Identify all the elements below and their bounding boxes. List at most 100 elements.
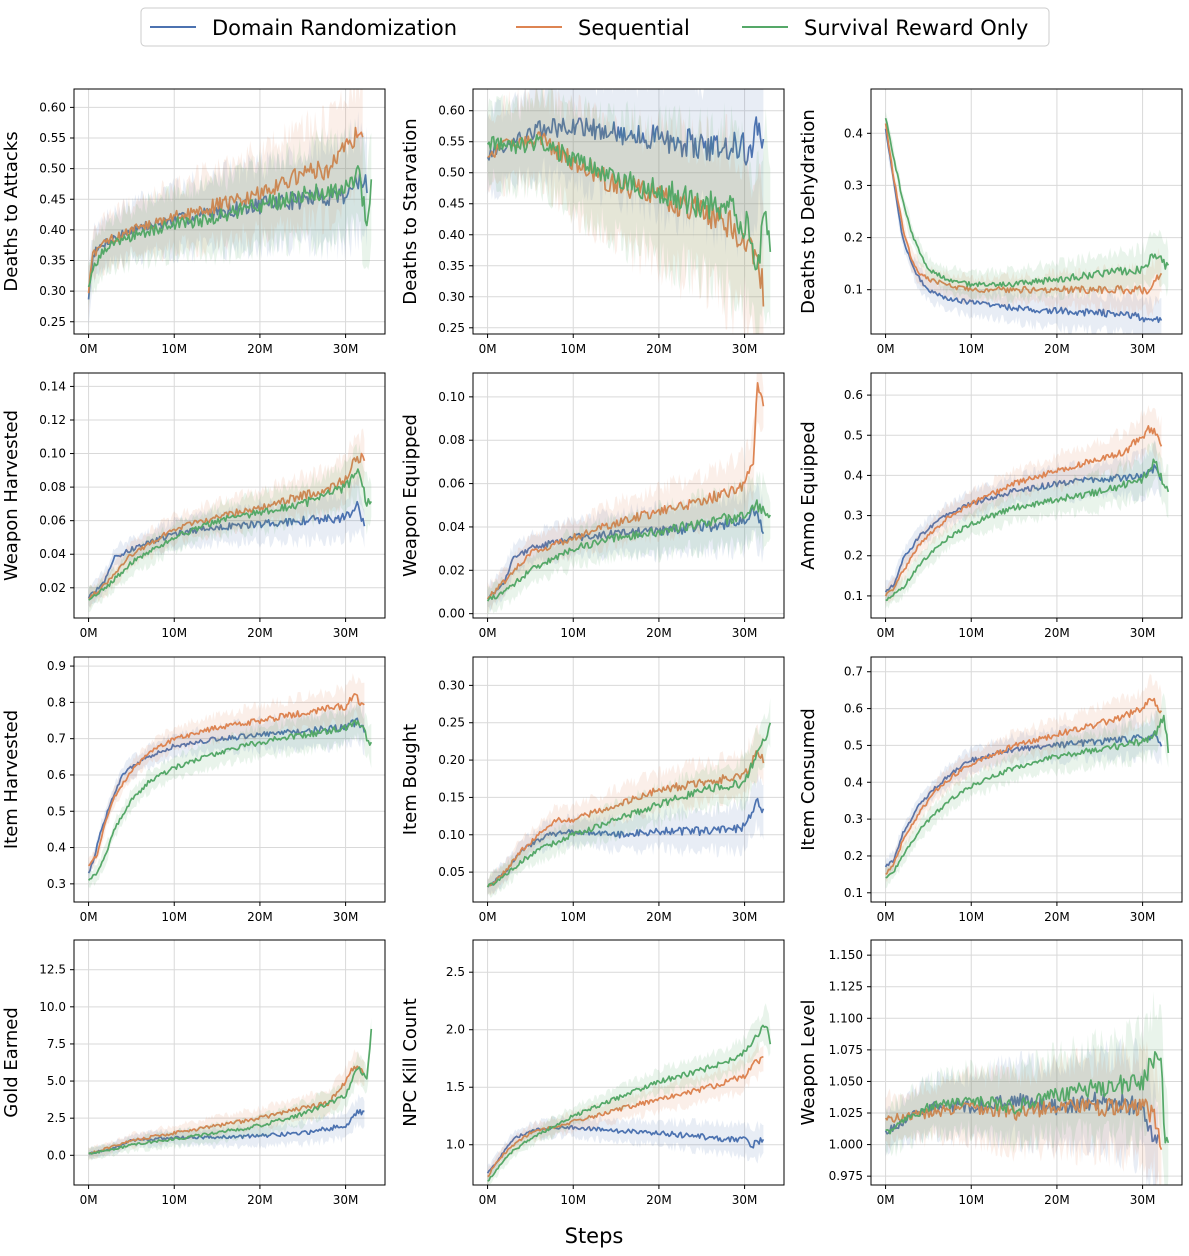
x-tick-label: 0M	[80, 1193, 98, 1207]
y-tick-label: 0.4	[844, 126, 863, 140]
y-axis-label-weapon-equipped: Weapon Equipped	[400, 414, 421, 577]
y-tick-label: 0.50	[39, 162, 66, 176]
line-sequential	[88, 452, 366, 600]
line-sequential	[87, 126, 364, 294]
y-tick-label: 0.14	[39, 379, 66, 393]
x-tick-label: 20M	[646, 626, 672, 640]
band-domain-randomization	[88, 697, 365, 882]
x-tick-label: 30M	[333, 342, 359, 356]
y-tick-label: 0.00	[438, 607, 465, 621]
line-domain-randomization	[884, 730, 1163, 868]
line-domain-randomization	[884, 464, 1163, 593]
y-axis-label-ammo-equipped: Ammo Equipped	[798, 421, 819, 570]
line-domain-randomization	[486, 797, 765, 888]
y-tick-label: 2.0	[446, 1023, 465, 1037]
x-tick-label: 20M	[1044, 910, 1070, 924]
y-tick-label: 0.25	[438, 321, 465, 335]
x-tick-label: 0M	[877, 1193, 895, 1207]
band-sequential	[885, 405, 1162, 606]
line-survival-reward-only	[487, 1024, 772, 1182]
band-survival-reward-only	[88, 1018, 372, 1161]
x-tick-label: 20M	[1044, 342, 1070, 356]
x-tick-label: 30M	[732, 1193, 758, 1207]
axes-frame	[870, 372, 1183, 619]
x-tick-label: 30M	[333, 1193, 359, 1207]
y-tick-label: 0.2	[844, 849, 863, 863]
panel-item-bought: 0M 10M 20M 30M 0.05 0.10 0.15 0.20 0.25 0.30 Item …	[400, 656, 785, 924]
x-tick-label: 10M	[161, 342, 187, 356]
axes-frame	[472, 656, 785, 903]
band-domain-randomization	[885, 119, 1162, 334]
y-tick-label: 0.10	[438, 390, 465, 404]
band-survival-reward-only	[885, 111, 1169, 304]
y-tick-label: 0.20	[438, 753, 465, 767]
y-tick-label: 0.08	[438, 433, 465, 447]
plot-area	[884, 111, 1170, 334]
plot-area	[88, 1018, 373, 1161]
legend-label-domain-randomization: Domain Randomization	[212, 16, 457, 40]
y-tick-label: 0.5	[844, 428, 863, 442]
y-tick-label: 0.6	[47, 768, 66, 782]
y-tick-label: 0.08	[39, 480, 66, 494]
band-domain-randomization	[487, 771, 764, 897]
y-tick-label: 0.6	[844, 702, 863, 716]
y-tick-label: 2.5	[47, 1111, 66, 1125]
y-tick-label: 0.45	[438, 197, 465, 211]
y-tick-label: 0.50	[438, 166, 465, 180]
y-tick-label: 0.30	[438, 290, 465, 304]
band-survival-reward-only	[885, 991, 1169, 1185]
panel-deaths-to-starvation: 0M 10M 20M 30M 0.25 0.30 0.35 0.40 0.45 0.50 0.55 0…	[400, 88, 785, 356]
y-tick-label: 7.5	[47, 1037, 66, 1051]
x-tick-label: 0M	[877, 342, 895, 356]
line-domain-randomization	[884, 128, 1163, 324]
band-domain-randomization	[487, 482, 764, 613]
line-survival-reward-only	[885, 714, 1170, 879]
x-tick-label: 0M	[479, 1193, 497, 1207]
axes-frame	[870, 939, 1183, 1186]
y-tick-label: 0.4	[844, 775, 863, 789]
plot-area	[486, 1003, 772, 1185]
x-tick-label: 10M	[560, 626, 586, 640]
y-tick-label: 5.0	[47, 1074, 66, 1088]
line-survival-reward-only	[88, 468, 373, 601]
y-tick-label: 0.8	[47, 695, 66, 709]
band-survival-reward-only	[88, 443, 372, 613]
panel-npc-kill-count: 0M 10M 20M 30M 1.0 1.5 2.0 2.5 NPC Kill Count	[400, 939, 785, 1207]
panel-item-harvested: 0M 10M 20M 30M 0.3 0.4 0.5 0.6 0.7 0.8 0.9 Item Har…	[1, 656, 386, 924]
axes-frame	[472, 372, 785, 619]
y-tick-label: 0.35	[39, 254, 66, 268]
panel-weapon-harvested: 0M 10M 20M 30M 0.02 0.04 0.06 0.08 0.10 0.12 0.14 W…	[1, 372, 386, 640]
axes-frame	[73, 88, 386, 335]
y-tick-label: 0.2	[844, 549, 863, 563]
x-tick-label: 20M	[1044, 626, 1070, 640]
plot-area	[486, 697, 772, 898]
x-tick-label: 10M	[958, 910, 984, 924]
y-tick-label: 0.3	[844, 812, 863, 826]
plot-area	[87, 89, 373, 326]
axes-frame	[73, 372, 386, 619]
x-tick-label: 10M	[560, 342, 586, 356]
y-tick-label: 0.5	[47, 804, 66, 818]
x-tick-label: 30M	[1130, 910, 1156, 924]
line-sequential	[486, 382, 765, 600]
y-tick-label: 0.6	[844, 388, 863, 402]
x-tick-label: 20M	[646, 1193, 672, 1207]
plot-area	[884, 991, 1170, 1185]
x-tick-label: 30M	[732, 910, 758, 924]
x-tick-label: 30M	[732, 342, 758, 356]
y-tick-label: 0.3	[47, 877, 66, 891]
band-domain-randomization	[487, 1115, 764, 1182]
subplot-grid: 0M 10M 20M 30M 0.25 0.30 0.35 0.40 0.45 0.50 0.55 0…	[1, 88, 1183, 1207]
axes-frame	[73, 939, 386, 1186]
line-sequential	[884, 425, 1163, 597]
plot-area	[87, 673, 373, 889]
band-sequential	[88, 673, 365, 874]
x-axis-label: Steps	[565, 1224, 624, 1248]
x-tick-label: 0M	[479, 910, 497, 924]
panel-item-consumed: 0M 10M 20M 30M 0.1 0.2 0.3 0.4 0.5 0.6 0.7 Item Con…	[798, 656, 1183, 924]
y-tick-label: 0.45	[39, 192, 66, 206]
line-domain-randomization	[87, 500, 366, 599]
x-tick-label: 0M	[80, 626, 98, 640]
line-domain-randomization	[486, 116, 765, 166]
line-survival-reward-only	[486, 499, 772, 602]
